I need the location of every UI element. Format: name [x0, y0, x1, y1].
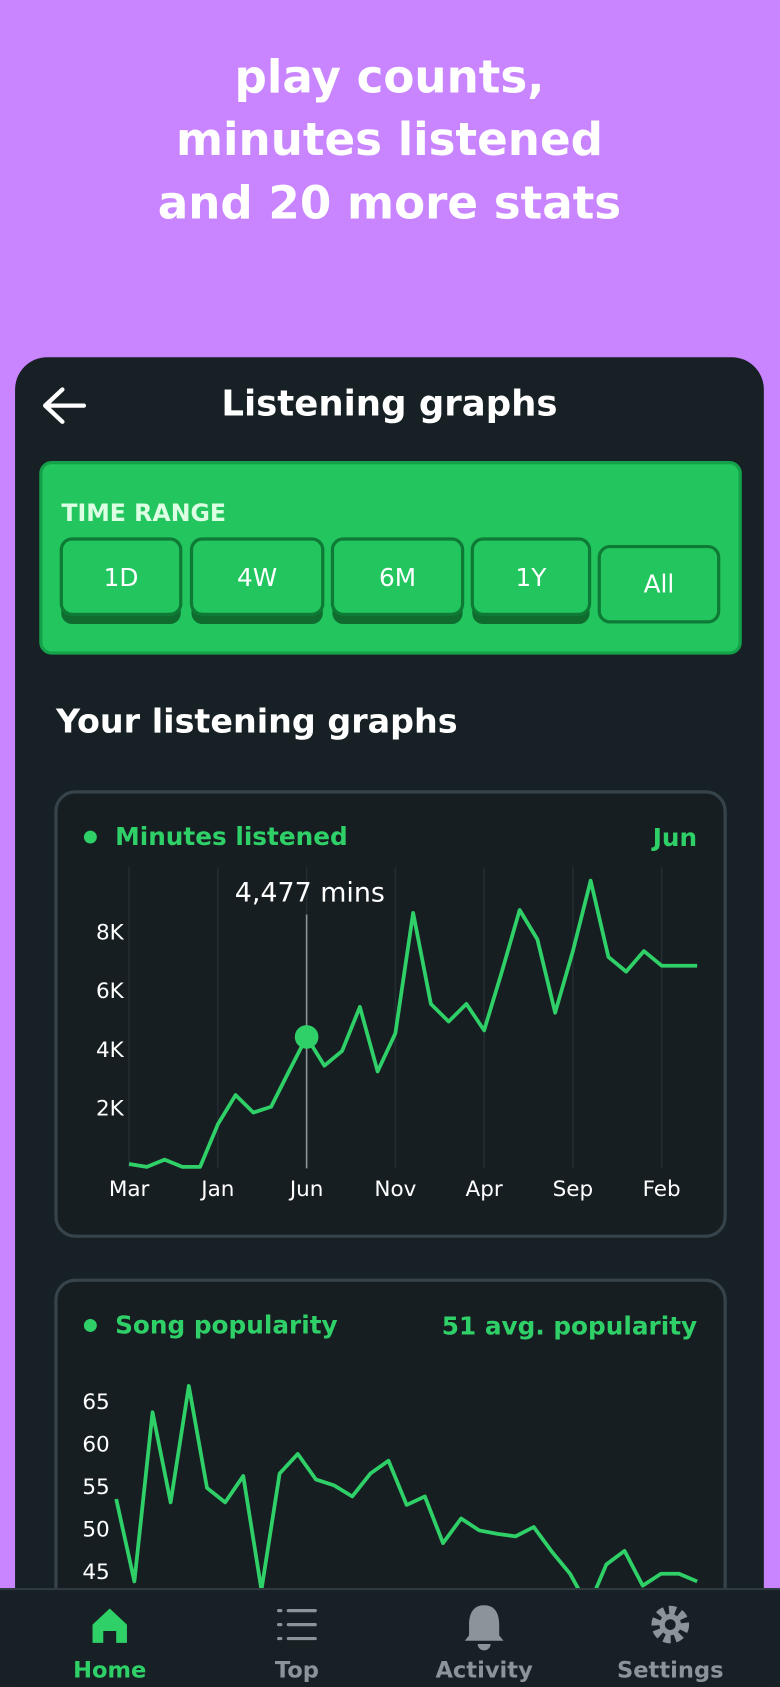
y-tick-label: 4K — [96, 1038, 125, 1063]
button-label: 6M — [379, 563, 416, 592]
headline-line: and 20 more stats — [158, 177, 621, 230]
data-line — [128, 878, 698, 1169]
range-button[interactable]: 1Y — [470, 537, 592, 625]
x-tick-label: Nov — [374, 1177, 416, 1202]
nav-settings[interactable]: Settings — [617, 1605, 724, 1684]
legend-dot — [83, 1319, 97, 1332]
data-line — [114, 1384, 698, 1609]
list-icon — [277, 1608, 317, 1641]
range-button[interactable]: 1D — [59, 537, 183, 625]
button-label: All — [644, 569, 675, 598]
section-title: Your listening graphs — [55, 702, 458, 741]
nav-label: Top — [275, 1657, 319, 1683]
value-label: 4,477 mins — [235, 878, 385, 909]
gear-hole — [664, 1619, 676, 1630]
time-range-label: TIME RANGE — [61, 499, 226, 527]
x-tick-label: Apr — [466, 1177, 503, 1202]
legend-label: Minutes listened — [115, 822, 348, 851]
x-tick-label: Jun — [288, 1177, 324, 1202]
chart-summary: 51 avg. popularity — [442, 1312, 697, 1341]
nav-label: Settings — [617, 1657, 724, 1683]
x-tick-label: Jan — [199, 1177, 234, 1202]
y-tick-label: 50 — [82, 1517, 109, 1542]
nav-label: Home — [73, 1657, 146, 1683]
button-label: 1Y — [516, 563, 548, 592]
headline-line: minutes listened — [176, 113, 603, 166]
legend-dot — [83, 830, 97, 844]
y-tick-label: 45 — [82, 1560, 109, 1585]
x-tick-label: Sep — [553, 1177, 594, 1202]
bell-icon — [464, 1605, 504, 1651]
nav-bar — [0, 1587, 780, 1687]
headline-line: play counts, — [235, 51, 545, 104]
y-tick-label: 55 — [82, 1475, 109, 1500]
nav-top[interactable]: Top — [275, 1608, 319, 1684]
button-face — [59, 537, 183, 616]
y-tick-label: 8K — [96, 920, 125, 945]
back-button[interactable] — [43, 387, 87, 424]
y-tick-label: 65 — [82, 1390, 109, 1415]
button-face — [470, 537, 592, 616]
range-button[interactable]: All — [597, 544, 721, 624]
button-label: 1D — [104, 563, 139, 592]
button-face — [189, 537, 325, 616]
chart-card — [54, 790, 727, 1238]
nav-label: Activity — [435, 1657, 533, 1683]
gear-outer — [651, 1605, 690, 1644]
range-button[interactable]: 6M — [330, 537, 465, 625]
y-tick-label: 60 — [82, 1432, 109, 1457]
button-face — [597, 544, 721, 624]
x-tick-label: Feb — [643, 1177, 681, 1202]
highlight-point — [294, 1025, 319, 1049]
chart-card — [54, 1278, 727, 1687]
nav-home[interactable]: Home — [73, 1608, 146, 1683]
x-tick-label: Mar — [109, 1177, 150, 1202]
button-label: 4W — [237, 563, 277, 592]
y-tick-label: 6K — [96, 979, 125, 1004]
chart-summary: Jun — [651, 823, 697, 852]
home-icon — [92, 1608, 127, 1643]
nav-activity[interactable]: Activity — [435, 1605, 533, 1683]
y-tick-label: 2K — [96, 1097, 125, 1122]
legend-label: Song popularity — [115, 1311, 338, 1340]
screen-title: Listening graphs — [221, 384, 557, 425]
range-button[interactable]: 4W — [189, 537, 325, 625]
button-face — [330, 537, 465, 616]
